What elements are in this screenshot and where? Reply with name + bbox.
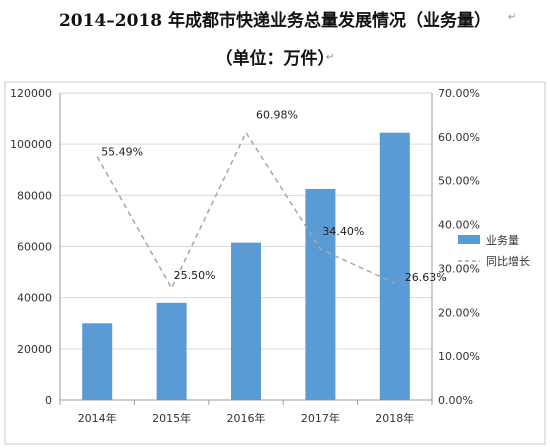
bar-series [82,132,410,400]
x-axis-tick-label: 2017年 [301,411,340,425]
left-axis-tick-label: 80000 [17,189,52,202]
right-axis-tick-label: 70.00% [438,87,480,100]
bar [231,242,261,400]
tick-labels: 0 20000 40000 60000 80000 100000 120000 0.00% 10… [10,87,480,425]
x-axis-tick-label: 2016年 [227,411,266,425]
legend-label: 业务量 [486,234,519,247]
right-axis-tick-label: 50.00% [438,175,480,188]
data-labels: 55.49% 25.50% 60.98% 34.40% 26.63% [101,109,447,285]
data-label: 34.40% [322,225,364,238]
paragraph-mark-icon: ↵ [508,12,517,23]
chart-border [4,81,546,445]
left-axis-tick-label: 100000 [10,138,52,151]
left-axis-tick-label: 20000 [17,343,52,356]
bar [379,132,410,400]
data-label: 55.49% [101,146,143,159]
right-axis-tick-label: 60.00% [438,131,480,144]
chart-title: 2014–2018 年成都市快递业务总量发展情况（业务量） [58,11,492,31]
paragraph-mark-icon: ↵ [326,52,335,63]
left-axis-tick-label: 0 [45,394,52,407]
data-label: 25.50% [174,269,216,282]
x-axis-tick-label: 2018年 [375,411,414,425]
right-axis-tick-label: 30.00% [438,262,480,275]
x-axis-tick-label: 2015年 [152,411,191,425]
left-axis-tick-label: 60000 [17,241,52,254]
left-axis-tick-label: 120000 [10,87,52,100]
data-label: 60.98% [256,109,298,122]
right-axis-tick-label: 40.00% [438,219,480,232]
legend-swatch-bar [458,235,480,244]
right-axis-tick-label: 20.00% [438,306,480,319]
bar [156,302,187,400]
x-axis-tick-label: 2014年 [78,411,117,425]
growth-line [96,131,396,290]
right-axis-tick-label: 10.00% [438,350,480,363]
growth-line-series [96,131,396,290]
gridlines [60,92,432,350]
right-axis-tick-label: 0.00% [438,394,473,407]
legend-label: 同比增长 [486,254,530,268]
data-label: 26.63% [405,271,447,284]
bar [305,188,336,400]
chart-subtitle: （单位：万件） [215,49,335,69]
left-axis-tick-label: 40000 [17,292,52,305]
chart-area: 55.49% 25.50% 60.98% 34.40% 26.63% 0 20000 400… [4,81,546,445]
bar [82,323,113,400]
